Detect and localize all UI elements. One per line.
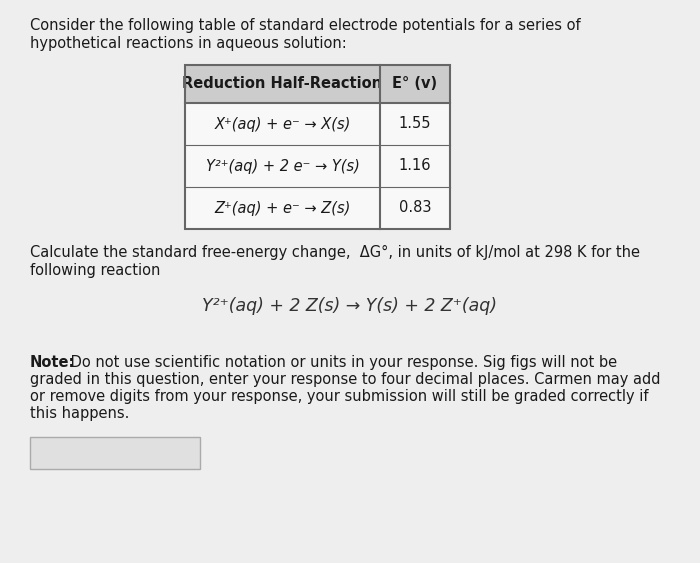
Text: Do not use scientific notation or units in your response. Sig figs will not be: Do not use scientific notation or units … bbox=[66, 355, 617, 370]
Bar bbox=[185, 145, 450, 187]
Bar bbox=[185, 65, 450, 229]
Text: 0.83: 0.83 bbox=[399, 200, 431, 216]
Bar bbox=[185, 187, 450, 229]
Text: Y²⁺(aq) + 2 e⁻ → Y(s): Y²⁺(aq) + 2 e⁻ → Y(s) bbox=[206, 159, 359, 173]
Text: Z⁺(aq) + e⁻ → Z(s): Z⁺(aq) + e⁻ → Z(s) bbox=[214, 200, 351, 216]
Text: Calculate the standard free-energy change,  ΔG°, in units of kJ/mol at 298 K for: Calculate the standard free-energy chang… bbox=[30, 245, 640, 260]
Text: Consider the following table of standard electrode potentials for a series of: Consider the following table of standard… bbox=[30, 18, 580, 33]
Text: Note:: Note: bbox=[30, 355, 76, 370]
Text: 1.55: 1.55 bbox=[399, 117, 431, 132]
Bar bbox=[185, 65, 450, 103]
Text: or remove digits from your response, your submission will still be graded correc: or remove digits from your response, you… bbox=[30, 389, 648, 404]
Text: this happens.: this happens. bbox=[30, 406, 130, 421]
Text: Reduction Half-Reaction: Reduction Half-Reaction bbox=[183, 77, 383, 92]
Text: Y²⁺(aq) + 2 Z(s) → Y(s) + 2 Z⁺(aq): Y²⁺(aq) + 2 Z(s) → Y(s) + 2 Z⁺(aq) bbox=[202, 297, 498, 315]
Bar bbox=[30, 437, 200, 469]
Text: 1.16: 1.16 bbox=[399, 159, 431, 173]
Text: following reaction: following reaction bbox=[30, 263, 160, 278]
Text: X⁺(aq) + e⁻ → X(s): X⁺(aq) + e⁻ → X(s) bbox=[214, 117, 351, 132]
Bar bbox=[185, 103, 450, 145]
Text: E° (v): E° (v) bbox=[393, 77, 438, 92]
Text: graded in this question, enter your response to four decimal places. Carmen may : graded in this question, enter your resp… bbox=[30, 372, 661, 387]
Text: hypothetical reactions in aqueous solution:: hypothetical reactions in aqueous soluti… bbox=[30, 36, 347, 51]
